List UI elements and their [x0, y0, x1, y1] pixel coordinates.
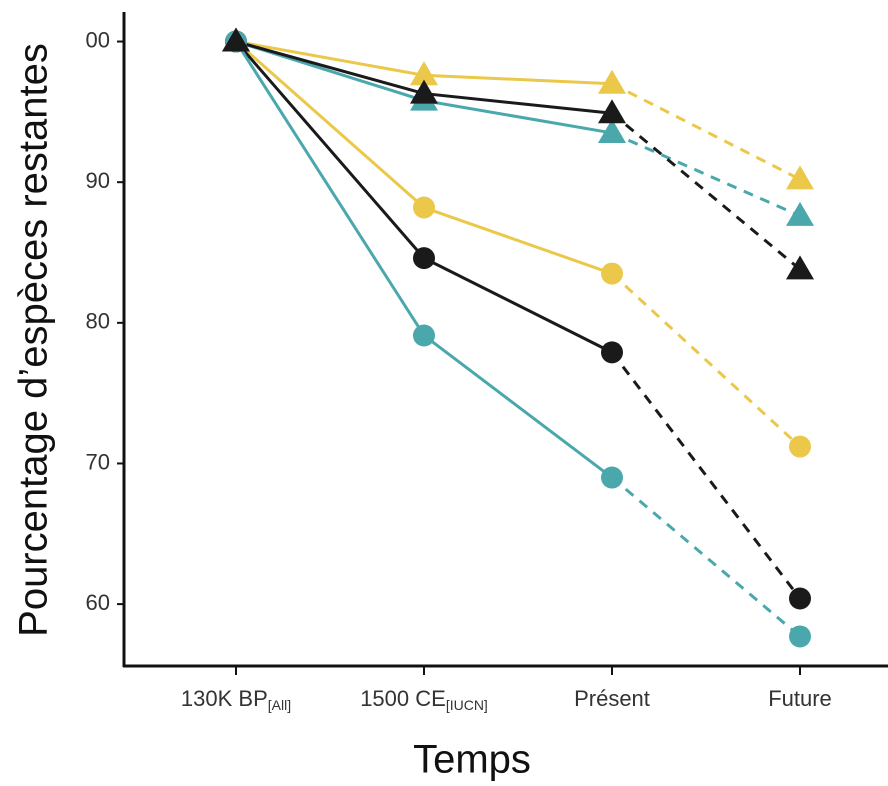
- marker: [413, 196, 435, 219]
- marker: [786, 165, 814, 190]
- y-tick-label: 70: [86, 449, 110, 474]
- marker: [786, 201, 814, 226]
- marker: [598, 69, 626, 94]
- y-tick-label: 00: [86, 27, 110, 52]
- category-subscript: [IUCN]: [446, 697, 488, 713]
- marker: [598, 99, 626, 124]
- x-tick-label: Présent: [574, 686, 650, 711]
- category-label: 1500 CE: [360, 686, 446, 711]
- category-label: Future: [768, 686, 832, 711]
- y-tick-label: 80: [86, 309, 110, 334]
- marker: [789, 435, 811, 458]
- marker: [598, 118, 626, 143]
- x-tick-label: 130K BP[All]: [181, 686, 291, 713]
- x-tick-label: Future: [768, 686, 832, 711]
- marker: [789, 625, 811, 648]
- dashed-line: [610, 272, 802, 448]
- marker: [413, 247, 435, 270]
- marker: [413, 324, 435, 347]
- dashed-line: [611, 112, 801, 271]
- x-axis-title: Temps: [413, 738, 531, 782]
- y-tick-label: 60: [86, 590, 110, 615]
- x-tick-label: 1500 CE[IUCN]: [360, 686, 488, 713]
- marker: [410, 61, 438, 86]
- marker: [222, 27, 250, 52]
- marker: [601, 466, 623, 489]
- category-label: 130K BP: [181, 686, 268, 711]
- dashed-line: [611, 131, 801, 218]
- category-label: Présent: [574, 686, 650, 711]
- marker: [601, 341, 623, 364]
- y-tick-label: 90: [86, 168, 110, 193]
- marker: [786, 255, 814, 280]
- dashed-line: [611, 82, 801, 181]
- dashed-line: [610, 351, 802, 600]
- marker: [601, 262, 623, 285]
- marker: [410, 79, 438, 104]
- dashed-line: [611, 476, 801, 638]
- marker: [789, 587, 811, 610]
- category-subscript: [All]: [268, 697, 291, 713]
- y-axis-title: Pourcentage d’espèces restantes: [12, 43, 56, 637]
